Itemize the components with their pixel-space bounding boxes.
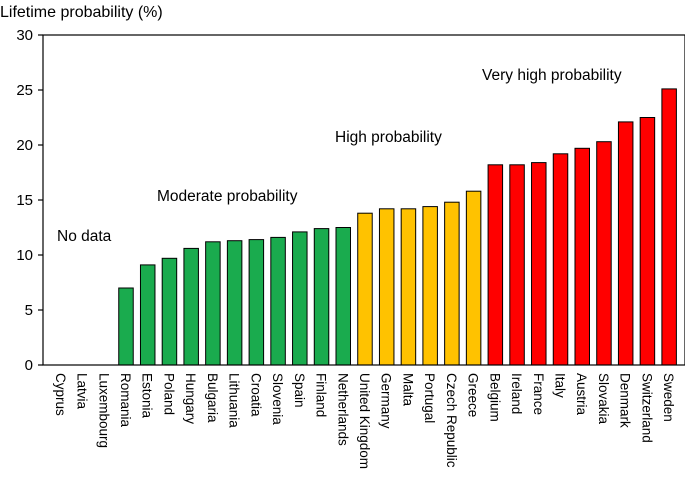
x-category-label: Estonia [140, 373, 155, 419]
x-category-label: Slovakia [596, 373, 611, 425]
annotation-very-high: Very high probability [482, 67, 622, 84]
x-category-label: Finland [314, 373, 329, 417]
x-category-label: France [531, 373, 546, 415]
bar-estonia [139, 264, 156, 366]
bar-france [531, 162, 547, 366]
x-category-label: Austria [574, 373, 589, 416]
bar-austria [574, 147, 590, 366]
x-category-label: United Kingdom [357, 373, 372, 469]
x-category-label: Spain [292, 373, 307, 408]
x-category-label: Netherlands [335, 373, 350, 446]
x-category-label: Portugal [422, 373, 437, 423]
y-tick-label: 5 [25, 302, 33, 319]
x-category-label: Croatia [248, 373, 263, 417]
bar-sweden [661, 88, 677, 366]
x-category-label: Luxembourg [96, 373, 111, 448]
x-category-label: Greece [466, 373, 481, 417]
x-category-label: Hungary [183, 373, 198, 424]
bar-croatia [248, 239, 265, 366]
bar-portugal [422, 206, 438, 366]
x-category-label: Latvia [75, 373, 90, 410]
bar-hungary [183, 247, 199, 366]
x-category-label: Lithuania [227, 373, 242, 428]
x-axis-category-labels: Cyprus Latvia Luxembourg Romania Estonia Pola… [53, 373, 676, 469]
y-tick-label: 15 [16, 192, 33, 209]
bar-czech-republic [444, 201, 460, 366]
annotation-no-data: No data [57, 228, 112, 245]
bar-germany [378, 208, 395, 366]
annotation-high: High probability [335, 129, 442, 146]
x-category-label: Belgium [487, 373, 502, 422]
y-axis-label: Lifetime probability (%) [0, 4, 163, 21]
annotation-moderate: Moderate probability [157, 188, 298, 205]
y-tick-label: 0 [25, 357, 33, 374]
y-tick-label: 10 [16, 247, 33, 264]
bar-malta [400, 208, 417, 366]
x-category-label: Cyprus [53, 373, 68, 416]
bar-slovakia [596, 141, 612, 366]
annotations: No data Moderate probability High probabil… [57, 67, 622, 245]
bar-poland [161, 257, 178, 366]
bar-slovenia [270, 236, 286, 366]
x-category-label: Switzerland [639, 373, 654, 443]
bar-series [118, 88, 677, 366]
bar-switzerland [639, 117, 656, 366]
bar-denmark [617, 121, 634, 366]
bar-greece [465, 190, 482, 366]
y-tick-label: 25 [16, 82, 33, 99]
x-category-label: Malta [400, 373, 415, 407]
x-category-label: Ireland [509, 373, 524, 414]
bar-ireland [509, 164, 525, 366]
bar-bulgaria [205, 241, 221, 366]
x-category-label: Denmark [618, 373, 633, 428]
bar-lithuania [226, 240, 243, 366]
bar-spain [292, 231, 308, 366]
x-category-label: Slovenia [270, 373, 285, 425]
y-tick-label: 30 [16, 27, 33, 44]
y-tick-label: 20 [16, 137, 33, 154]
bar-united-kingdom [357, 212, 373, 366]
x-category-label: Sweden [661, 373, 676, 422]
bar-belgium [487, 164, 504, 366]
x-category-label: Poland [161, 373, 176, 415]
y-axis: 0 5 10 15 20 25 30 [16, 27, 43, 374]
x-category-label: Germany [379, 373, 394, 429]
bar-romania [118, 287, 134, 366]
x-category-label: Bulgaria [205, 373, 220, 423]
x-category-label: Czech Republic [444, 373, 459, 468]
x-category-label: Italy [553, 373, 568, 398]
bar-finland [313, 228, 330, 366]
bar-netherlands [335, 227, 352, 366]
x-category-label: Romania [118, 373, 133, 428]
plot-frame [42, 34, 685, 366]
bar-italy [552, 153, 569, 366]
